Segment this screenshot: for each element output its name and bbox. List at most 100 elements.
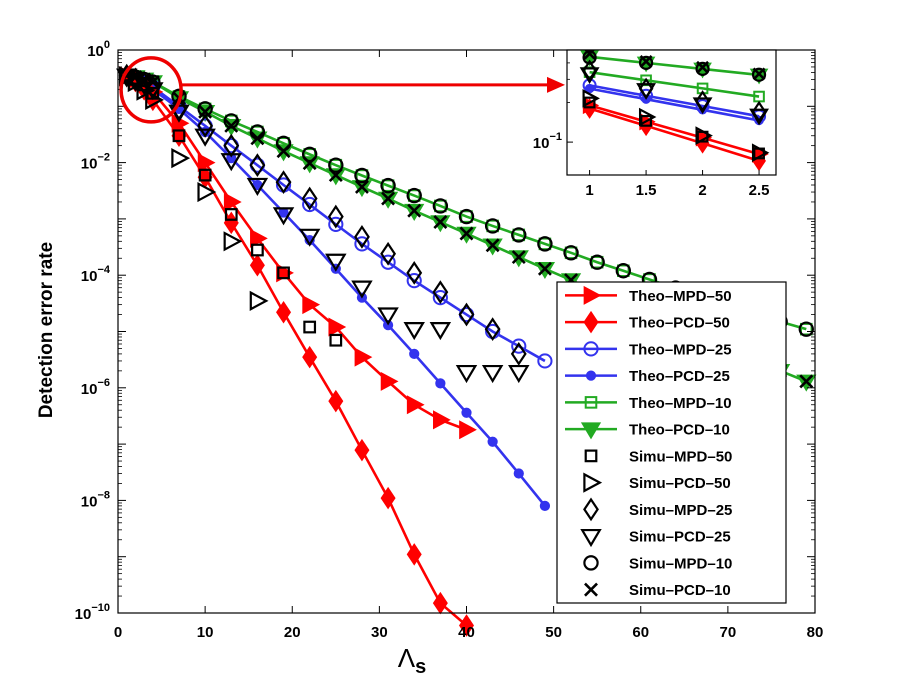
data-point bbox=[377, 307, 399, 326]
data-point bbox=[432, 280, 449, 305]
x-tick-label: 0 bbox=[114, 624, 122, 641]
data-point bbox=[487, 436, 498, 447]
data-point bbox=[354, 236, 370, 252]
data-point bbox=[484, 218, 501, 234]
zoom-arrow-head bbox=[547, 76, 565, 93]
inset-series-simu-pcd-25 bbox=[579, 67, 769, 126]
data-point bbox=[302, 295, 321, 315]
data-point bbox=[197, 181, 217, 203]
data-point bbox=[250, 131, 265, 146]
legend-label: Theo–PCD–10 bbox=[629, 422, 730, 439]
data-point bbox=[590, 255, 604, 269]
data-point bbox=[277, 266, 290, 280]
legend-marker bbox=[585, 370, 597, 381]
data-point bbox=[537, 261, 552, 276]
inset-data-point bbox=[639, 55, 653, 68]
legend-label: Theo–PCD–50 bbox=[629, 315, 730, 332]
data-point bbox=[429, 322, 452, 341]
data-point bbox=[513, 468, 524, 479]
data-point bbox=[172, 129, 186, 143]
data-point bbox=[380, 254, 396, 270]
data-point bbox=[224, 208, 238, 221]
data-point bbox=[276, 144, 291, 159]
data-point bbox=[276, 300, 292, 324]
inset-data-point bbox=[751, 67, 767, 82]
data-point bbox=[354, 179, 369, 194]
data-point bbox=[406, 543, 422, 566]
legend-item-theo-pcd-10: Theo–PCD–10 bbox=[565, 422, 730, 440]
data-point bbox=[406, 395, 425, 415]
data-point bbox=[432, 198, 449, 214]
x-tick-label: 30 bbox=[371, 624, 388, 641]
data-point bbox=[508, 364, 530, 384]
data-point bbox=[145, 89, 164, 110]
inset-x-tick-label: 1.5 bbox=[636, 182, 657, 199]
data-point bbox=[510, 342, 527, 366]
data-point bbox=[298, 228, 321, 247]
data-point bbox=[272, 207, 295, 226]
inset-data-point bbox=[579, 67, 600, 85]
data-point bbox=[435, 378, 446, 389]
legend-item-simu-pcd-10: Simu–PCD–10 bbox=[584, 582, 731, 599]
data-point bbox=[455, 364, 478, 384]
data-point bbox=[511, 250, 526, 265]
legend-box bbox=[556, 281, 787, 604]
axes-layer: 0 10 20 30 40 50 60 70 80 10−10 10−8 10−6 10−4 10−2 10… bbox=[75, 39, 824, 641]
inset-y-tick-label: 10−1 bbox=[533, 131, 562, 152]
data-point bbox=[485, 238, 500, 253]
x-axis-label-lambda: Λ bbox=[398, 643, 416, 673]
data-point bbox=[197, 153, 216, 173]
data-point bbox=[406, 260, 423, 285]
inset-series-line bbox=[589, 87, 760, 122]
inset-data-point bbox=[582, 50, 597, 65]
y-tick-label: 100 bbox=[87, 39, 110, 60]
x-tick-label: 80 bbox=[807, 624, 824, 641]
data-point bbox=[328, 216, 344, 232]
data-point bbox=[223, 133, 240, 158]
legend-item-simu-mpd-50: Simu–MPD–50 bbox=[584, 448, 732, 465]
x-tick-label: 50 bbox=[545, 624, 562, 641]
data-point bbox=[460, 210, 473, 223]
data-point bbox=[458, 208, 475, 225]
legend-marker bbox=[584, 396, 598, 409]
data-point bbox=[351, 280, 373, 299]
data-point bbox=[249, 254, 265, 277]
data-point bbox=[403, 322, 425, 341]
legend-label: Theo–MPD–10 bbox=[629, 395, 732, 412]
legend-item-simu-pcd-50: Simu–PCD–50 bbox=[583, 472, 731, 493]
legend-marker bbox=[583, 341, 599, 357]
legend-marker bbox=[583, 497, 599, 522]
legend-item-theo-pcd-50: Theo–PCD–50 bbox=[565, 310, 730, 334]
data-point bbox=[328, 168, 343, 183]
y-tick-label: 10−2 bbox=[81, 152, 110, 173]
data-point bbox=[301, 146, 318, 163]
legend: Theo–MPD–50 Theo–PCD–50 Theo–MPD–25 Theo–PC… bbox=[556, 281, 787, 604]
y-axis-label: Detection error rate bbox=[36, 242, 57, 418]
data-point bbox=[537, 353, 553, 369]
x-tick-label: 20 bbox=[284, 624, 301, 641]
inset-data-point bbox=[638, 107, 657, 127]
data-point bbox=[328, 317, 347, 337]
data-point bbox=[251, 243, 264, 257]
x-tick-label: 40 bbox=[458, 624, 475, 641]
legend-marker bbox=[584, 449, 598, 463]
data-point bbox=[381, 179, 395, 192]
data-point bbox=[537, 236, 553, 252]
legend-marker bbox=[584, 582, 598, 597]
inset-data-point bbox=[751, 143, 770, 163]
legend-item-simu-mpd-25: Simu–MPD–25 bbox=[583, 497, 732, 522]
inset-data-point bbox=[584, 83, 595, 94]
data-point bbox=[458, 302, 475, 327]
inset-series-line bbox=[589, 107, 760, 163]
data-point bbox=[224, 118, 239, 133]
inset-data-point bbox=[692, 97, 713, 115]
data-point bbox=[406, 273, 422, 289]
legend-label: Simu–MPD–10 bbox=[629, 555, 732, 572]
inset-series-line bbox=[589, 104, 760, 156]
data-point bbox=[563, 245, 579, 261]
data-point bbox=[433, 410, 451, 430]
data-point bbox=[484, 317, 501, 342]
data-point bbox=[458, 614, 475, 637]
data-point bbox=[381, 191, 396, 206]
